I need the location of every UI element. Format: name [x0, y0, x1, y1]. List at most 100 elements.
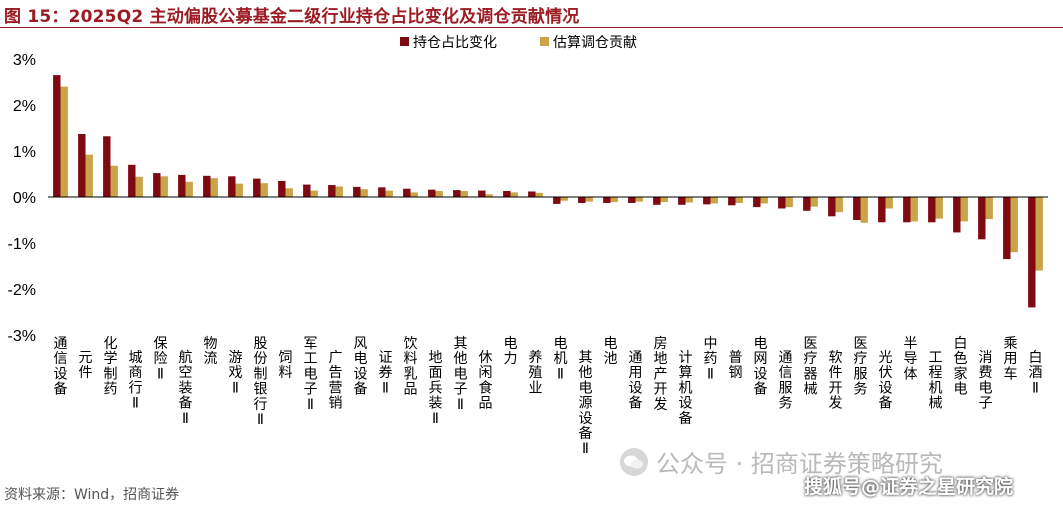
x-tick-label: 白酒 Ⅱ	[1029, 350, 1043, 396]
x-tick-label: 元件	[79, 350, 93, 381]
bar-rebalance-contribution	[560, 197, 568, 201]
bar-holding-change	[628, 197, 636, 203]
bar-rebalance-contribution	[285, 188, 293, 197]
bar-holding-change	[153, 173, 161, 197]
x-tick-label: 广告营销	[329, 350, 343, 412]
bar-rebalance-contribution	[235, 183, 243, 197]
x-tick-label: 游戏 Ⅱ	[229, 350, 243, 396]
bar-holding-change	[353, 186, 361, 197]
x-tick-label: 其他电源设备 Ⅱ	[579, 350, 593, 457]
bar-rebalance-contribution	[760, 197, 768, 204]
bar-holding-change	[53, 75, 61, 197]
bar-holding-change	[953, 197, 961, 233]
x-tick-label: 房地产开发	[654, 336, 668, 413]
bar-holding-change	[653, 197, 661, 205]
bar-rebalance-contribution	[385, 190, 393, 197]
bar-rebalance-contribution	[485, 194, 493, 197]
x-tick-label: 航空装备 Ⅱ	[179, 350, 193, 427]
bar-holding-change	[703, 197, 711, 205]
bar-holding-change	[78, 133, 86, 197]
bar-rebalance-contribution	[685, 197, 693, 203]
x-tick-label: 股份制银行 Ⅱ	[254, 336, 268, 428]
y-axis: -3% -2% -1% 0% 1% 2% 3%	[8, 52, 36, 345]
x-tick-label: 化学制药	[104, 336, 118, 398]
bar-rebalance-contribution	[60, 86, 68, 197]
bar-holding-change	[978, 197, 986, 240]
x-tick-label: 养殖业	[529, 350, 543, 396]
y-tick-label: 0%	[13, 190, 36, 207]
bar-holding-change	[928, 197, 936, 223]
y-tick-label: -3%	[8, 328, 36, 345]
bar-rebalance-contribution	[360, 189, 368, 197]
x-tick-label: 通信服务	[779, 350, 793, 412]
x-tick-label: 保险 Ⅱ	[154, 336, 168, 382]
bar-holding-change	[253, 178, 261, 197]
x-tick-label: 电机 Ⅱ	[554, 336, 568, 382]
title-rule	[0, 27, 1063, 28]
x-tick-label: 普钢	[729, 350, 743, 381]
bar-holding-change	[453, 190, 461, 197]
x-tick-label: 地面兵装 Ⅱ	[429, 350, 443, 427]
legend-swatch	[400, 37, 409, 46]
bar-rebalance-contribution	[985, 197, 993, 220]
bar-holding-change	[403, 188, 411, 197]
x-tick-label: 乘用车	[1004, 336, 1018, 382]
bar-holding-change	[828, 197, 836, 217]
bar-holding-change	[903, 197, 911, 223]
bar-rebalance-contribution	[935, 197, 943, 219]
bar-holding-change	[328, 185, 336, 197]
chart-title: 图 15：2025Q2 主动偏股公募基金二级行业持仓占比变化及调仓贡献情况	[4, 7, 580, 27]
x-tick-label: 中药 Ⅱ	[704, 336, 718, 382]
legend-swatch	[540, 37, 549, 46]
bar-holding-change	[303, 184, 311, 197]
x-tick-label: 军工电子 Ⅱ	[304, 336, 318, 413]
y-tick-label: -1%	[8, 236, 36, 253]
bar-holding-change	[678, 197, 686, 205]
x-tick-label: 白色家电	[954, 336, 968, 398]
x-tick-label: 物流	[204, 336, 218, 367]
x-tick-label: 计算机设备	[679, 350, 693, 427]
y-tick-label: 1%	[13, 144, 36, 161]
bar-rebalance-contribution	[535, 192, 543, 197]
bar-rebalance-contribution	[435, 191, 443, 197]
x-tick-label: 工程机械	[929, 350, 943, 412]
x-tick-label: 其他电子 Ⅱ	[454, 336, 468, 413]
bar-rebalance-contribution	[260, 183, 268, 197]
bar-rebalance-contribution	[810, 197, 818, 207]
bar-holding-change	[428, 189, 436, 197]
bar-rebalance-contribution	[835, 197, 843, 213]
x-tick-label: 饲料	[279, 350, 293, 381]
bar-holding-change	[503, 191, 511, 197]
bar-holding-change	[128, 164, 136, 197]
bar-holding-change	[878, 197, 886, 223]
bar-rebalance-contribution	[960, 197, 968, 222]
x-tick-label: 医疗器械	[804, 336, 818, 398]
bar-holding-change	[728, 197, 736, 206]
bar-rebalance-contribution	[585, 197, 593, 202]
bar-holding-change	[578, 197, 586, 203]
bar-rebalance-contribution	[660, 197, 668, 203]
bar-holding-change	[603, 197, 611, 203]
bar-rebalance-contribution	[735, 197, 743, 203]
bar-holding-change	[203, 175, 211, 197]
bar-rebalance-contribution	[885, 197, 893, 209]
x-tick-label: 电力	[504, 336, 518, 367]
bar-rebalance-contribution	[85, 154, 93, 197]
bar-holding-change	[803, 197, 811, 211]
x-tick-label: 证券 Ⅱ	[379, 350, 393, 396]
bar-holding-change	[753, 197, 761, 208]
x-tick-label: 城商行 Ⅱ	[129, 350, 143, 412]
wechat-icon	[620, 448, 648, 476]
bar-holding-change	[103, 136, 111, 197]
bar-rebalance-contribution	[160, 176, 168, 197]
bar-rebalance-contribution	[210, 178, 218, 197]
bar-rebalance-contribution	[310, 190, 318, 197]
bar-rebalance-contribution	[1035, 197, 1043, 271]
x-tick-label: 通信设备	[54, 336, 68, 398]
bar-rebalance-contribution	[335, 186, 343, 197]
bar-holding-change	[528, 191, 536, 197]
legend-label: 持仓占比变化	[413, 35, 497, 51]
x-tick-label: 电池	[604, 336, 618, 367]
bar-holding-change	[178, 174, 186, 197]
wechat-watermark: 公众号 · 招商证券策略研究	[656, 450, 943, 478]
